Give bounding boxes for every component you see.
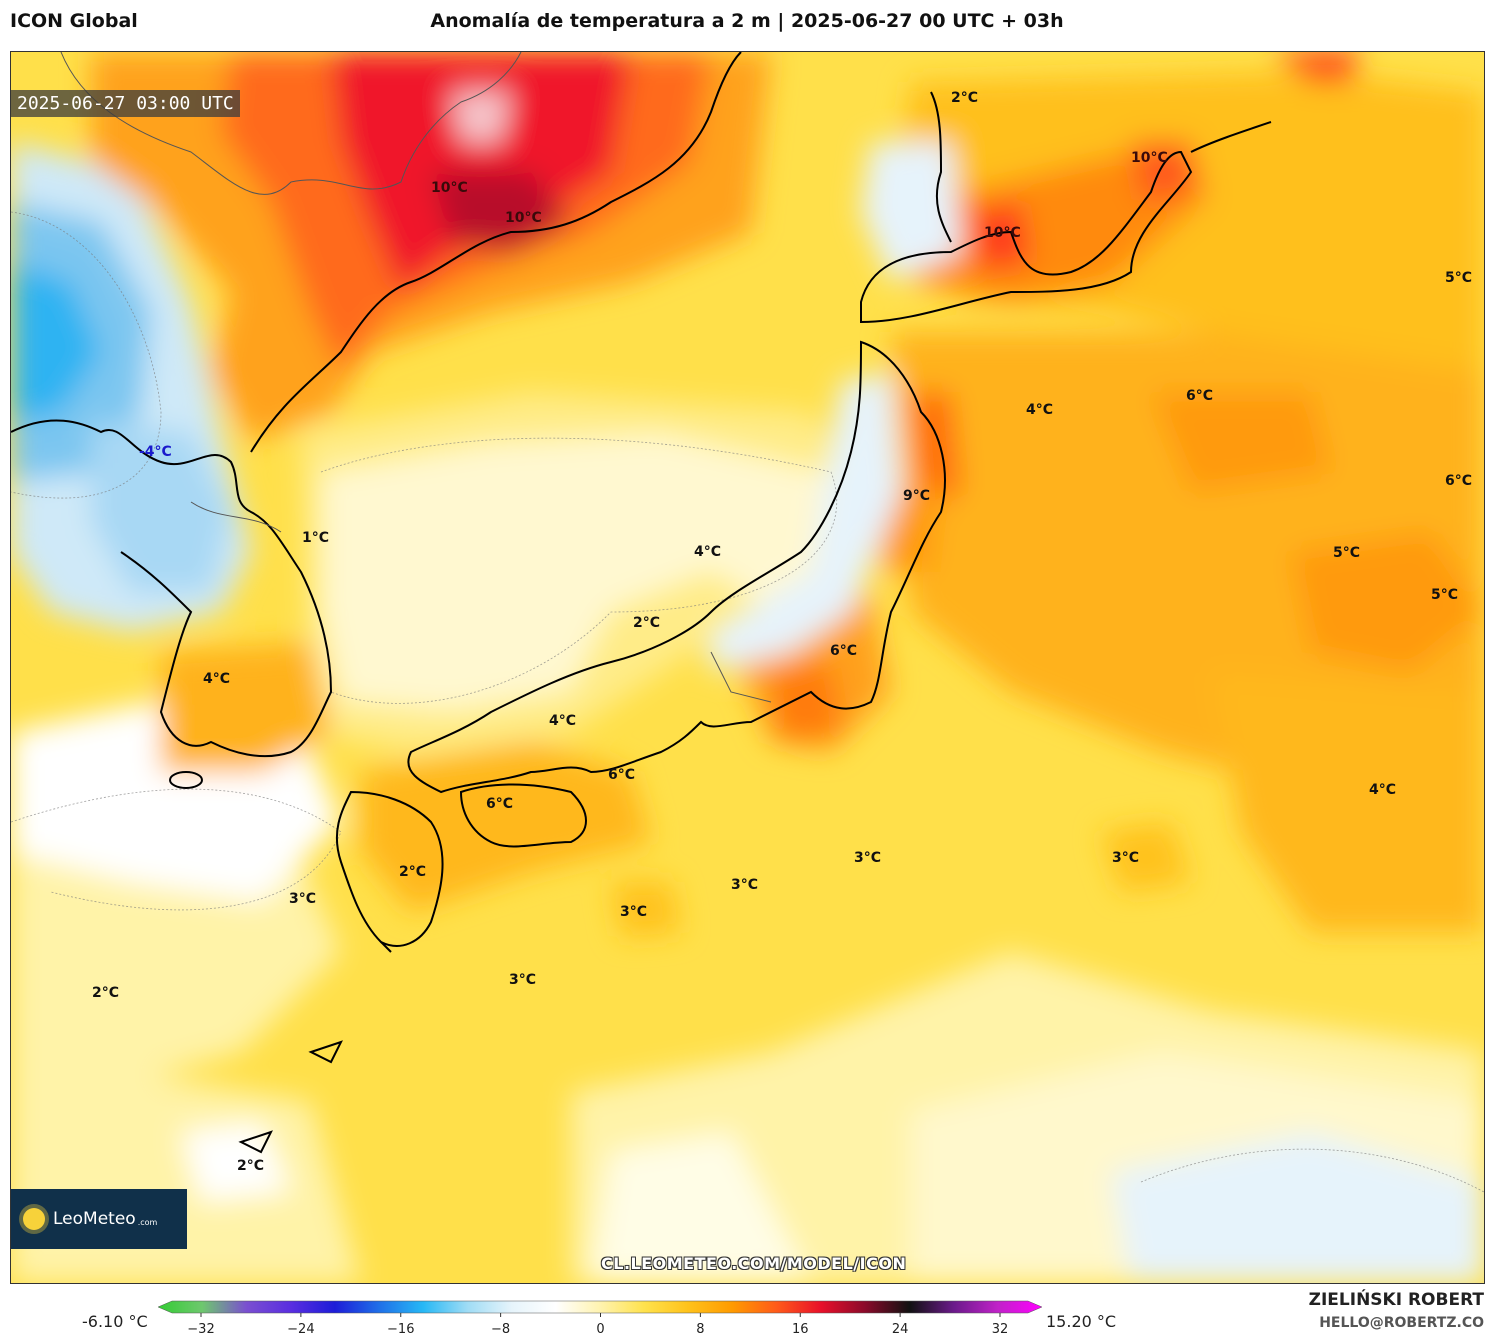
colorbar-tick-label: 8 (696, 1322, 704, 1337)
temp-label: 10°C (431, 180, 468, 196)
temp-label: 3°C (289, 891, 316, 907)
coastlines (11, 52, 1272, 1154)
temp-label: 9°C (903, 488, 930, 504)
temp-label: 6°C (1445, 473, 1472, 489)
temperature-labels: 2°C 10°C 10°C 10°C 10°C 5°C 4°C 6°C 6°C … (92, 90, 1472, 1174)
colorbar-tick-label: −24 (287, 1322, 314, 1337)
map-canvas: 2°C 10°C 10°C 10°C 10°C 5°C 4°C 6°C 6°C … (11, 52, 1484, 1283)
colorbar-tick-label: 32 (992, 1322, 1009, 1337)
temp-label: 6°C (830, 643, 857, 659)
leometeo-logo[interactable]: LeoMeteo .com (11, 1189, 187, 1249)
source-url[interactable]: CL.LEOMETEO.COM/MODEL/ICON (601, 1254, 907, 1273)
borders (60, 52, 772, 703)
temp-label: 6°C (486, 796, 513, 812)
colorbar-tick-label: −8 (491, 1322, 510, 1337)
temp-label: 4°C (694, 544, 721, 560)
colorbar-tick-label: 0 (596, 1322, 604, 1337)
colorbar-tick-label: −32 (187, 1322, 214, 1337)
temp-label: -4°C (139, 444, 172, 460)
temp-label: 10°C (505, 210, 542, 226)
contour-lines (11, 211, 1484, 1193)
temp-label: 10°C (984, 225, 1021, 241)
temp-label: 4°C (549, 713, 576, 729)
temperature-anomaly-map: 2°C 10°C 10°C 10°C 10°C 5°C 4°C 6°C 6°C … (10, 51, 1485, 1284)
colorbar-gradient (157, 1300, 1043, 1314)
temp-label: 4°C (203, 671, 230, 687)
temp-label: 4°C (1026, 402, 1053, 418)
colorbar-tick-label: −16 (387, 1322, 414, 1337)
author-name: ZIELIŃSKI ROBERT (1308, 1290, 1484, 1310)
temp-label: 6°C (608, 767, 635, 783)
colorbar-max-label: 15.20 °C (1046, 1312, 1117, 1331)
author-email[interactable]: HELLO@ROBERTZ.CO (1319, 1315, 1484, 1331)
temp-label: 3°C (854, 850, 881, 866)
temp-label: 2°C (399, 864, 426, 880)
colorbar-tick-label: 16 (792, 1322, 809, 1337)
colorbar-min-label: -6.10 °C (82, 1312, 148, 1331)
sun-icon (23, 1208, 45, 1230)
temp-label: 2°C (951, 90, 978, 106)
model-name: ICON Global (10, 10, 138, 32)
temp-label: 1°C (302, 530, 329, 546)
anomaly-field (11, 52, 1484, 1283)
colorbar: −32 −24 −16 −8 0 8 16 24 32 (157, 1300, 1043, 1337)
map-title: Anomalía de temperatura a 2 m | 2025-06-… (430, 10, 1064, 32)
temp-label: 10°C (1131, 150, 1168, 166)
temp-label: 5°C (1333, 545, 1360, 561)
temp-label: 3°C (509, 972, 536, 988)
temp-label: 2°C (237, 1158, 264, 1174)
valid-time-badge: 2025-06-27 03:00 UTC (11, 90, 240, 117)
logo-text: LeoMeteo (53, 1209, 136, 1229)
temp-label: 3°C (1112, 850, 1139, 866)
temp-label: 2°C (633, 615, 660, 631)
logo-suffix: .com (137, 1217, 158, 1227)
colorbar-tick-label: 24 (892, 1322, 909, 1337)
temp-label: 6°C (1186, 388, 1213, 404)
temp-label: 5°C (1445, 270, 1472, 286)
colorbar-ticks: −32 −24 −16 −8 0 8 16 24 32 (187, 1313, 1008, 1337)
temp-label: 4°C (1369, 782, 1396, 798)
temp-label: 3°C (731, 877, 758, 893)
temp-label: 3°C (620, 904, 647, 920)
temp-label: 2°C (92, 985, 119, 1001)
temp-label: 5°C (1431, 587, 1458, 603)
